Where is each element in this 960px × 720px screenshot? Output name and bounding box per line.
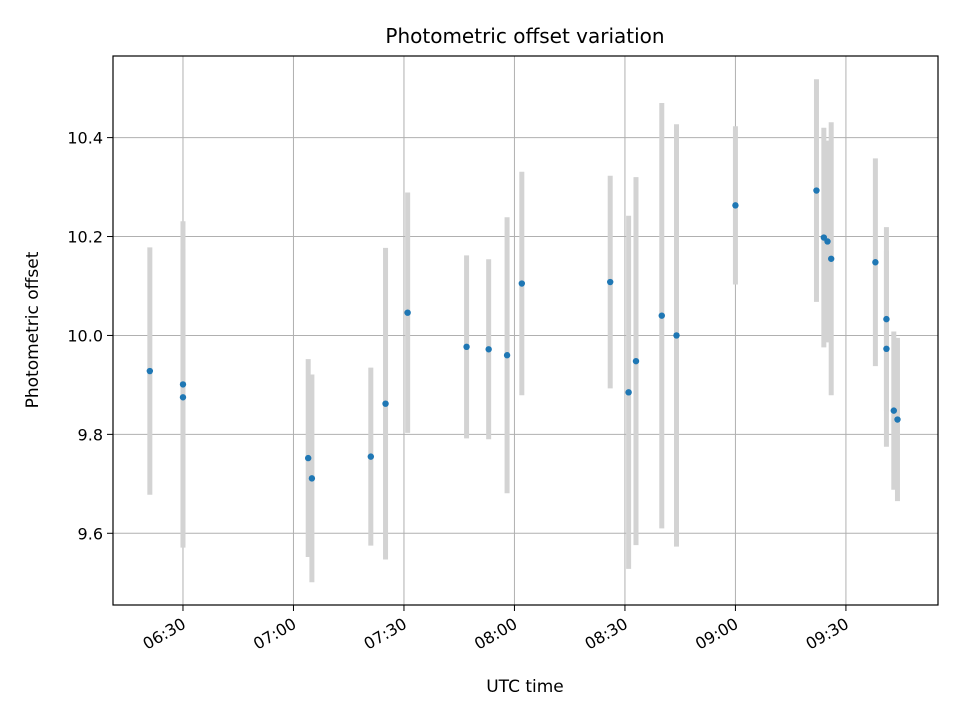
data-point — [382, 400, 389, 407]
x-tick-label: 07:30 — [361, 614, 410, 654]
x-axis-label: UTC time — [486, 677, 564, 697]
y-axis-ticks: 9.6 9.8 10.0 10.2 10.4 — [67, 129, 113, 543]
data-point — [632, 357, 640, 365]
x-tick-label: 07:00 — [250, 614, 299, 654]
data-point — [890, 407, 898, 414]
data-point — [607, 278, 614, 286]
data-point — [404, 309, 411, 316]
data-point — [625, 389, 632, 396]
data-point — [813, 187, 820, 194]
data-point — [673, 332, 680, 339]
data-point — [485, 346, 492, 353]
y-tick-label: 10.2 — [67, 228, 103, 247]
y-tick-label: 9.6 — [78, 524, 103, 543]
y-tick-label: 9.8 — [78, 425, 103, 444]
x-tick-label: 08:00 — [471, 614, 520, 654]
data-point — [883, 345, 890, 352]
data-point — [824, 238, 831, 245]
data-point — [367, 453, 375, 460]
x-tick-label: 06:30 — [140, 614, 189, 654]
data-point — [883, 315, 890, 323]
data-point — [732, 202, 739, 209]
x-tick-label: 08:30 — [582, 614, 631, 654]
y-axis-label: Photometric offset — [23, 251, 43, 408]
data-point — [827, 255, 835, 262]
data-point — [518, 280, 526, 287]
y-tick-label: 10.4 — [67, 129, 103, 148]
error-bars — [147, 79, 900, 583]
plot-frame — [112, 55, 939, 606]
x-tick-label: 09:30 — [802, 614, 851, 654]
data-point — [146, 367, 154, 375]
x-axis-ticks: 06:30 07:00 07:30 08:00 08:30 09:00 09:30 — [140, 605, 852, 654]
data-point — [179, 394, 187, 401]
y-tick-label: 10.0 — [67, 326, 103, 345]
data-point — [308, 475, 316, 482]
data-point — [463, 343, 470, 351]
data-point — [503, 352, 511, 359]
data-point — [658, 312, 665, 319]
x-tick-label: 09:00 — [692, 614, 741, 654]
data-point — [872, 259, 879, 266]
data-point — [305, 454, 312, 462]
chart-title: Photometric offset variation — [385, 24, 664, 48]
data-points — [146, 187, 901, 482]
data-point — [179, 381, 187, 388]
data-point — [894, 416, 901, 423]
